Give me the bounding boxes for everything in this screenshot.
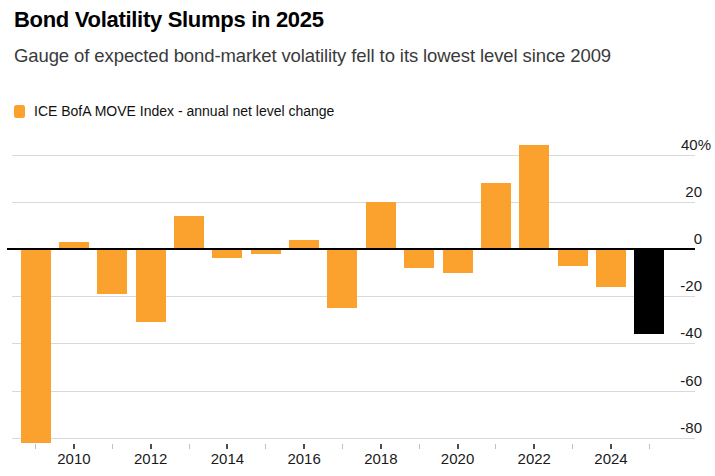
x-tick-2021 — [495, 444, 496, 449]
bar-2018 — [366, 202, 396, 249]
gridline — [12, 155, 695, 156]
bar-2017 — [327, 249, 357, 308]
x-tick-2015 — [265, 444, 266, 449]
y-axis-label: 20 — [685, 184, 702, 199]
bar-2009 — [21, 249, 51, 443]
bar-2013 — [174, 216, 204, 249]
bar-2011 — [97, 249, 127, 294]
bar-2019 — [404, 249, 434, 268]
x-axis-label: 2012 — [123, 451, 179, 467]
x-tick-2022 — [533, 444, 535, 449]
x-tick-2018 — [380, 444, 382, 449]
bar-chart-plot: 40% 20 0 -20 -40 -60 -80 2010 2012 2014 2016 2018 20… — [0, 0, 715, 476]
y-axis-label: 0 — [694, 231, 702, 246]
bar-2023 — [558, 249, 588, 266]
x-tick-2009 — [35, 444, 36, 449]
bar-2020 — [443, 249, 473, 273]
x-tick-2012 — [150, 444, 152, 449]
y-axis-label: -20 — [680, 278, 702, 293]
x-tick-2025 — [649, 444, 650, 449]
bar-2024 — [596, 249, 626, 287]
x-tick-2017 — [342, 444, 343, 449]
x-tick-2019 — [419, 444, 420, 449]
gridline — [12, 391, 695, 392]
y-axis-label: 40% — [681, 137, 711, 152]
bar-2021 — [481, 183, 511, 249]
x-tick-2013 — [189, 444, 190, 449]
y-axis-label: -80 — [680, 420, 702, 435]
gridline — [12, 343, 695, 344]
x-tick-2010 — [73, 444, 75, 449]
x-axis-label: 2022 — [506, 451, 562, 467]
gridline — [12, 202, 695, 203]
chart-card: Bond Volatility Slumps in 2025 Gauge of … — [0, 0, 715, 476]
x-tick-2016 — [303, 444, 305, 449]
x-tick-2014 — [226, 444, 228, 449]
x-tick-2024 — [610, 444, 612, 449]
x-axis-label: 2018 — [353, 451, 409, 467]
bar-2022 — [519, 145, 549, 249]
bar-2012 — [136, 249, 166, 322]
x-axis-label: 2024 — [583, 451, 639, 467]
gridline — [12, 438, 695, 439]
x-axis-label: 2014 — [199, 451, 255, 467]
y-axis-label: -60 — [680, 373, 702, 388]
x-tick-2020 — [457, 444, 459, 449]
x-tick-2023 — [572, 444, 573, 449]
bar-2014 — [212, 249, 242, 258]
bar-2025 — [634, 249, 664, 334]
x-axis-label: 2016 — [276, 451, 332, 467]
y-axis-label: -40 — [680, 325, 702, 340]
x-axis-label: 2010 — [46, 451, 102, 467]
x-axis-label: 2020 — [430, 451, 486, 467]
x-tick-2011 — [112, 444, 113, 449]
zero-baseline — [7, 248, 695, 250]
